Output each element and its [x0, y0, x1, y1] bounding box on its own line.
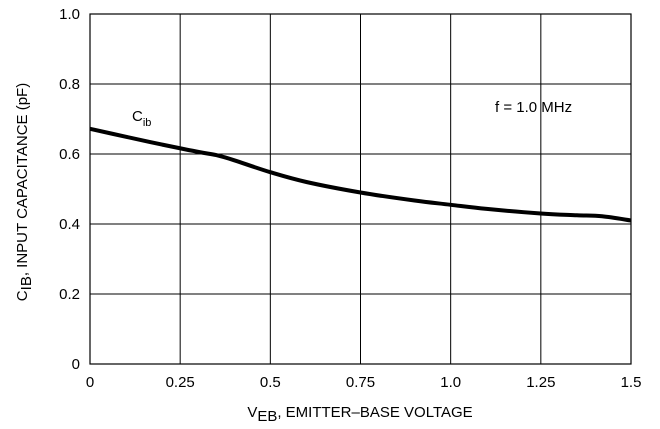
x-tick-label: 0.75	[346, 374, 375, 391]
y-tick-label: 1.0	[59, 6, 80, 23]
x-tick-label: 0	[86, 374, 94, 391]
series-group	[89, 126, 632, 223]
y-tick-label: 0	[72, 356, 80, 373]
y-tick-labels: 0 0.2 0.4 0.6 0.8 1.0	[59, 6, 80, 373]
x-tick-label: 0.25	[166, 374, 195, 391]
y-tick-label: 0.2	[59, 286, 80, 303]
x-tick-label: 1.5	[621, 374, 642, 391]
plot-frame	[89, 13, 632, 365]
y-tick-label: 0.4	[59, 216, 80, 233]
y-tick-label: 0.6	[59, 146, 80, 163]
series-line-cib	[89, 126, 632, 223]
x-tick-label: 0.5	[260, 374, 281, 391]
y-tick-label: 0.8	[59, 76, 80, 93]
grid	[89, 13, 632, 365]
x-tick-label: 1.0	[440, 374, 461, 391]
frequency-annotation: f = 1.0 MHz	[495, 99, 572, 116]
x-tick-label: 1.25	[526, 374, 555, 391]
x-axis-label: VEB, EMITTER–BASE VOLTAGE	[247, 404, 472, 425]
x-tick-labels: 0 0.25 0.5 0.75 1.0 1.25 1.5	[86, 374, 642, 391]
series-label-cib: Cib	[132, 108, 151, 129]
y-axis-label: CIB, INPUT CAPACITANCE (pF)	[14, 83, 35, 301]
